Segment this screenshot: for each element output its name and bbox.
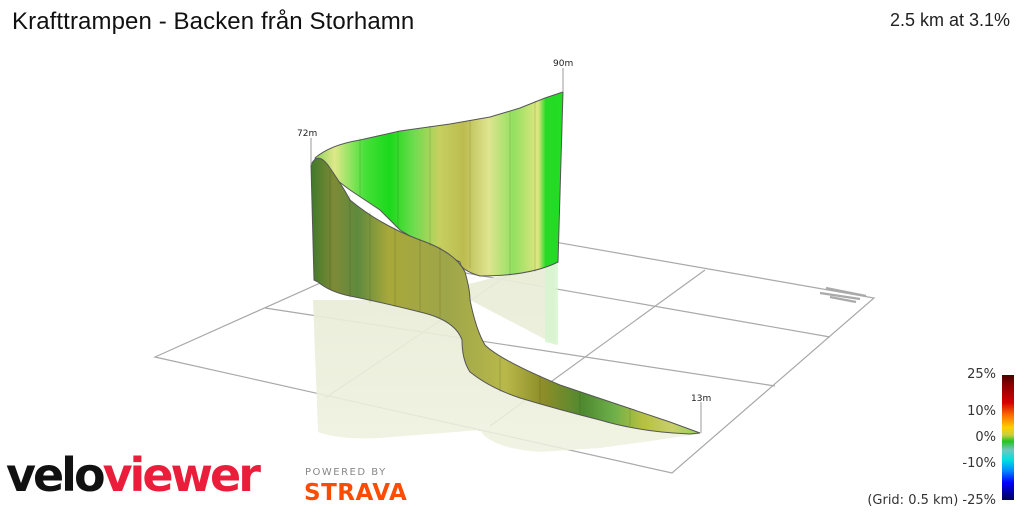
legend-label-10: 10%: [967, 404, 996, 419]
veloviewer-logo[interactable]: veloviewer: [6, 448, 261, 502]
profile-far-wall: [314, 91, 564, 277]
elevation-label-start: 13m: [691, 394, 711, 404]
profile-near-wall: [310, 157, 701, 435]
strava-logo[interactable]: STRAVA: [304, 480, 408, 506]
elevation-label-end: 90m: [553, 59, 573, 69]
legend-label-neg10: -10%: [962, 456, 996, 471]
route-summary: 2.5 km at 3.1%: [889, 10, 1010, 30]
powered-by-label: POWERED BY: [305, 467, 387, 478]
page-title: Krafttrampen - Backen från Storhamn: [12, 8, 415, 35]
legend-label-0: 0%: [975, 430, 996, 445]
north-arrow-icon: [819, 286, 867, 304]
legend-label-neg25: (Grid: 0.5 km) -25%: [867, 493, 996, 508]
legend-label-25: 25%: [967, 367, 996, 382]
elevation-label-mid: 72m: [297, 129, 317, 139]
grid-note: (Grid: 0.5 km): [867, 493, 959, 508]
gradient-color-scale: [1002, 375, 1014, 500]
